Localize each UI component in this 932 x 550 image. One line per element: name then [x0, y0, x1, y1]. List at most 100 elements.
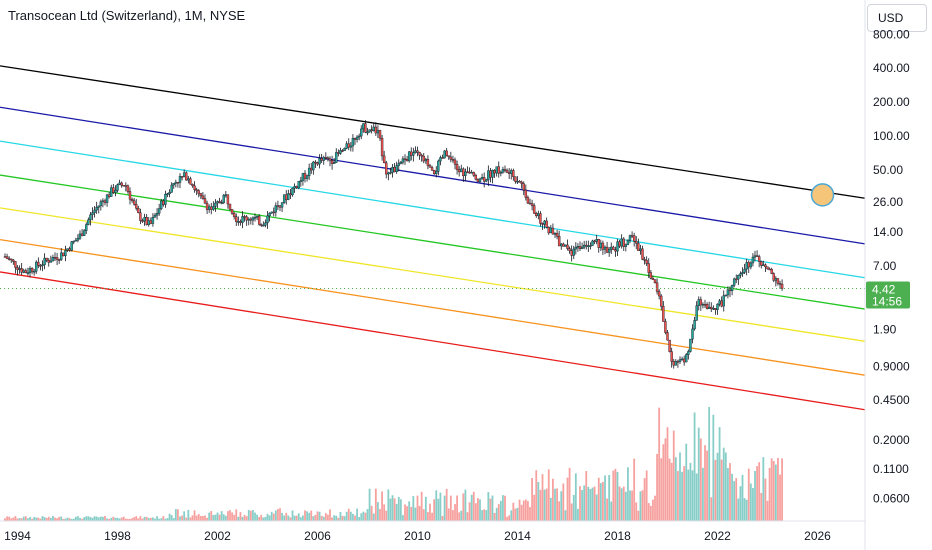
candle-body: [343, 148, 346, 151]
volume-bar: [602, 481, 604, 521]
candle-body: [260, 224, 263, 226]
candle-body: [170, 184, 173, 193]
candle-body: [541, 223, 544, 225]
candle-body: [451, 159, 455, 161]
volume-bar: [666, 427, 669, 521]
volume-bar: [649, 505, 652, 521]
candle-body: [57, 259, 61, 261]
volume-bar: [631, 490, 633, 521]
candle-body: [751, 256, 755, 264]
volume-bar: [360, 513, 363, 521]
candle-body: [193, 185, 196, 191]
volume-bar: [468, 502, 471, 521]
volume-bar: [685, 443, 688, 521]
volume-bar: [77, 516, 79, 521]
volume-bar: [410, 506, 413, 521]
channel-line: [0, 140, 866, 279]
candle-body: [97, 205, 100, 208]
candle-body: [405, 159, 409, 162]
volume-bar: [491, 495, 494, 521]
volume-bar: [387, 489, 390, 521]
candle-body: [251, 217, 255, 221]
candle-body: [153, 214, 157, 218]
volume-bar: [277, 509, 279, 521]
candle-body: [566, 244, 569, 249]
volume-bar: [274, 510, 277, 521]
volume-bar: [554, 488, 556, 521]
candle-body: [553, 233, 557, 235]
volume-bar: [37, 517, 40, 521]
candle-body: [220, 202, 223, 204]
y-tick-label: 50.00: [873, 163, 903, 177]
candle-body: [645, 260, 648, 264]
volume-bar: [299, 517, 302, 521]
volume-bar: [297, 513, 300, 521]
volume-bar: [662, 444, 665, 521]
candle-body: [195, 189, 198, 192]
volume-bar: [237, 516, 240, 521]
candle-body: [328, 158, 332, 161]
volume-bar: [45, 517, 48, 521]
time-axis: 1994 1998 2002 2006 2010 2014 2018 2022 2026: [4, 529, 831, 543]
candle-body: [132, 200, 136, 205]
candle-body: [670, 351, 673, 362]
candle-body: [387, 172, 390, 175]
candle-body: [464, 171, 467, 176]
candle-body: [51, 257, 55, 262]
candle-body: [89, 214, 92, 221]
candle-body: [39, 265, 42, 267]
candle-body: [391, 167, 394, 173]
candle-body: [3, 256, 7, 258]
volume-bar: [272, 513, 275, 521]
volume-bar: [589, 489, 592, 521]
highlight-circle: [810, 183, 835, 207]
volume-bar: [502, 495, 504, 521]
volume-bar: [331, 517, 333, 521]
candle-body: [403, 158, 407, 161]
candle-body: [680, 358, 684, 361]
candle-body: [474, 175, 478, 180]
volume-bar: [124, 518, 127, 521]
volume-bar: [577, 508, 579, 521]
candle-body: [524, 189, 528, 198]
volume-bar: [287, 515, 290, 521]
volume-bar: [472, 491, 475, 521]
volume-bar: [460, 510, 463, 521]
volume-bar: [318, 511, 321, 521]
candle-body: [112, 187, 115, 193]
volume-bar: [129, 518, 131, 521]
candle-body: [210, 206, 213, 210]
volume-bar: [520, 504, 523, 521]
candle-body: [722, 295, 725, 307]
candle-body: [82, 230, 86, 236]
candle-body: [28, 268, 32, 273]
candle-body: [507, 172, 511, 174]
candle-body: [430, 167, 434, 171]
volume-bar: [224, 515, 227, 521]
candle-body: [266, 215, 269, 224]
volume-bar: [10, 518, 13, 521]
volume-bar: [70, 518, 73, 521]
candle-body: [30, 268, 34, 272]
y-tick-label: 200.00: [873, 95, 910, 109]
candle-body: [232, 213, 236, 217]
candle-body: [197, 190, 200, 194]
candle-body: [653, 279, 657, 284]
candle-body: [307, 167, 311, 176]
candle-body: [70, 241, 73, 251]
currency-selector[interactable]: USD: [867, 4, 927, 32]
volume-bar: [499, 500, 502, 521]
y-tick-label: 0.0600: [873, 492, 910, 506]
volume-bar: [381, 491, 383, 521]
candle-body: [270, 211, 273, 214]
candle-body: [72, 240, 75, 243]
candle-body: [255, 215, 259, 218]
volume-bar: [772, 461, 775, 521]
x-tick-label: 2022: [704, 529, 731, 543]
candle-body: [337, 152, 340, 154]
candle-body: [697, 299, 700, 306]
candle-body: [139, 212, 142, 221]
candle-body: [757, 256, 761, 262]
candle-body: [549, 227, 553, 234]
